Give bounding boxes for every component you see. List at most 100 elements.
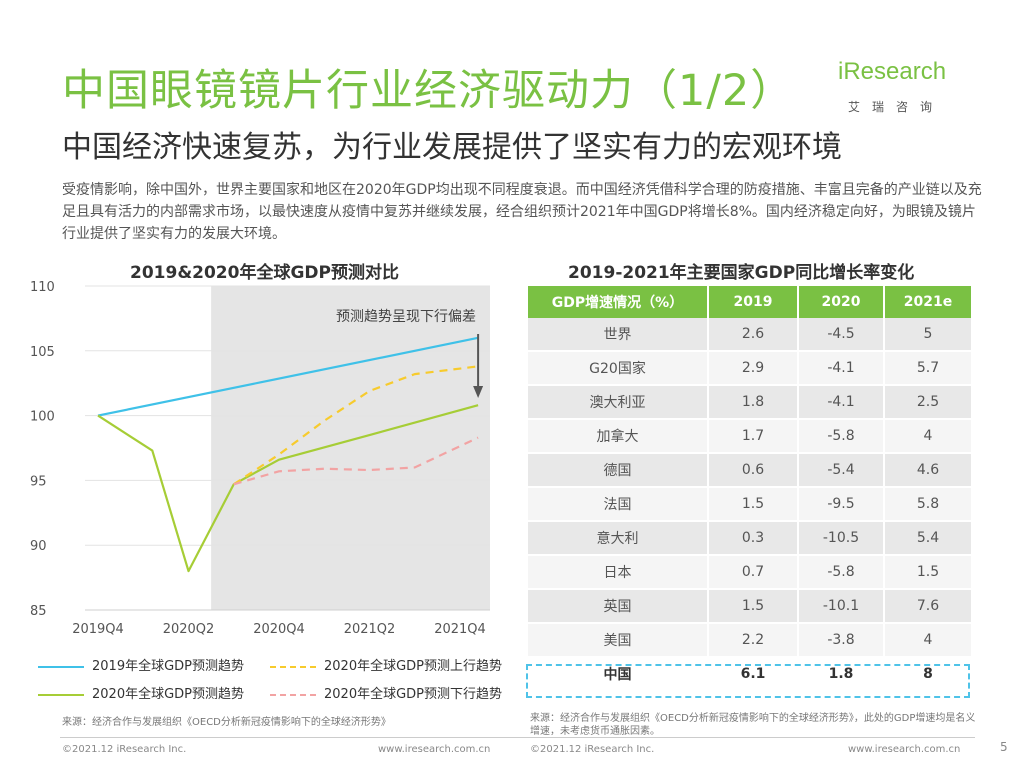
y-tick-label: 95 [30, 474, 47, 489]
gdp-growth-table: GDP增速情况（%） 2019 2020 2021e 世界 2.6 -4.5 5 G20… [528, 286, 973, 692]
table-cell-value: 5.4 [884, 521, 973, 556]
annotation-label: 预测趋势呈现下行偏差 [336, 309, 476, 325]
table-cell-region: 德国 [528, 453, 709, 488]
chart-title: 2019&2020年全球GDP预测对比 [130, 263, 399, 283]
table-cell-region: 加拿大 [528, 419, 709, 454]
table-header-cell: 2019 [708, 286, 799, 318]
gdp-forecast-chart: 85 90 95 100 105 110 2019Q4 2020Q2 2020Q4 2021Q2 2… [30, 280, 490, 637]
table-cell-value: 8 [884, 657, 973, 692]
table-cell-value: -10.5 [798, 521, 885, 556]
table-row: 英国 1.5 -10.1 7.6 [528, 589, 973, 624]
table-row: 意大利 0.3 -10.5 5.4 [528, 521, 973, 556]
table-cell-value: 0.6 [708, 453, 799, 488]
table-cell-value: 7.6 [884, 589, 973, 624]
table-row: 法国 1.5 -9.5 5.8 [528, 487, 973, 522]
table-source-note: 来源：经济合作与发展组织《OECD分析新冠疫情影响下的全球经济形势》，此处的GD… [530, 713, 976, 737]
legend-label: 2020年全球GDP预测上行趋势 [324, 659, 503, 674]
table-cell-value: -5.4 [798, 453, 885, 488]
table-cell-value: 1.5 [708, 589, 799, 624]
legend-swatch [38, 694, 84, 696]
footer-divider [60, 737, 975, 738]
table-cell-region: 法国 [528, 487, 709, 522]
x-tick-label: 2020Q4 [253, 622, 305, 637]
legend-swatch [38, 666, 84, 668]
forecast-shaded-region [211, 286, 490, 610]
x-tick-label: 2019Q4 [72, 622, 124, 637]
table-cell-value: 5 [884, 318, 973, 352]
page-number: 5 [1000, 740, 1008, 754]
table-cell-value: 1.5 [708, 487, 799, 522]
footer-url-right[interactable]: www.iresearch.com.cn [848, 744, 961, 755]
table-row: 加拿大 1.7 -5.8 4 [528, 419, 973, 454]
table-cell-value: 4.6 [884, 453, 973, 488]
series-line-3 [233, 436, 479, 486]
table-cell-value: 1.7 [708, 419, 799, 454]
table-cell-value: -5.8 [798, 555, 885, 590]
table-row: 德国 0.6 -5.4 4.6 [528, 453, 973, 488]
table-cell-value: -4.1 [798, 385, 885, 420]
table-header-cell: GDP增速情况（%） [528, 286, 709, 318]
logo-brand-text: iResearch [838, 58, 947, 85]
table-cell-region: 日本 [528, 555, 709, 590]
x-tick-label: 2021Q2 [344, 622, 396, 637]
table-header-cell: 2020 [798, 286, 885, 318]
table-cell-value: 5.7 [884, 351, 973, 386]
table-cell-value: 1.8 [708, 385, 799, 420]
table-cell-value: 4 [884, 623, 973, 658]
x-tick-label: 2021Q4 [434, 622, 486, 637]
page-title: 中国眼镜镜片行业经济驱动力（1/2） [62, 66, 795, 116]
chart-source-note: 来源：经济合作与发展组织《OECD分析新冠疫情影响下的全球经济形势》 [62, 717, 391, 728]
y-tick-label: 110 [30, 280, 55, 295]
table-row: G20国家 2.9 -4.1 5.7 [528, 351, 973, 386]
table-cell-value: 1.5 [884, 555, 973, 590]
legend-swatch [270, 694, 316, 696]
table-cell-region: 中国 [528, 657, 709, 692]
table-cell-value: -4.1 [798, 351, 885, 386]
table-cell-value: -5.8 [798, 419, 885, 454]
table-cell-value: 1.8 [798, 657, 885, 692]
table-cell-value: 2.5 [884, 385, 973, 420]
table-row: 澳大利亚 1.8 -4.1 2.5 [528, 385, 973, 420]
table-row-china: 中国 6.1 1.8 8 [528, 657, 973, 692]
table-cell-value: 0.3 [708, 521, 799, 556]
y-tick-label: 90 [30, 539, 47, 554]
table-row: 世界 2.6 -4.5 5 [528, 318, 973, 352]
table-cell-region: 美国 [528, 623, 709, 658]
legend-label: 2020年全球GDP预测趋势 [92, 687, 245, 702]
legend-label: 2019年全球GDP预测趋势 [92, 659, 245, 674]
table-row: 美国 2.2 -3.8 4 [528, 623, 973, 658]
table-cell-region: 世界 [528, 318, 709, 352]
table-cell-value: -10.1 [798, 589, 885, 624]
footer-copyright-left: ©2021.12 iResearch Inc. [62, 744, 187, 755]
table-cell-value: 2.9 [708, 351, 799, 386]
table-header-cell: 2021e [884, 286, 973, 318]
table-header-row: GDP增速情况（%） 2019 2020 2021e [528, 286, 973, 318]
table-row: 日本 0.7 -5.8 1.5 [528, 555, 973, 590]
table-cell-value: 2.6 [708, 318, 799, 352]
intro-paragraph: 受疫情影响，除中国外，世界主要国家和地区在2020年GDP均出现不同程度衰退。而… [62, 182, 982, 242]
table-cell-value: 4 [884, 419, 973, 454]
table-cell-region: 英国 [528, 589, 709, 624]
x-tick-label: 2020Q2 [163, 622, 215, 637]
y-tick-label: 85 [30, 604, 47, 619]
china-row-highlight [526, 664, 970, 698]
table-cell-value: -9.5 [798, 487, 885, 522]
footer-copyright-right: ©2021.12 iResearch Inc. [530, 744, 655, 755]
series-line-2 [233, 365, 479, 486]
y-tick-label: 100 [30, 410, 55, 425]
y-tick-label: 105 [30, 345, 55, 360]
annotation-arrow-head [473, 386, 484, 398]
table-cell-value: 6.1 [708, 657, 799, 692]
series-line-0 [97, 336, 479, 417]
table-cell-value: -3.8 [798, 623, 885, 658]
table-cell-value: 5.8 [884, 487, 973, 522]
table-cell-region: 澳大利亚 [528, 385, 709, 420]
page-subtitle: 中国经济快速复苏，为行业发展提供了坚实有力的宏观环境 [62, 130, 842, 165]
table-cell-region: G20国家 [528, 351, 709, 386]
legend-label: 2020年全球GDP预测下行趋势 [324, 687, 503, 702]
table-cell-value: 0.7 [708, 555, 799, 590]
footer-url-left[interactable]: www.iresearch.com.cn [378, 744, 491, 755]
legend-swatch [270, 666, 316, 668]
iresearch-logo: iResearch 艾瑞咨询 [838, 58, 978, 114]
logo-chinese-text: 艾瑞咨询 [848, 100, 945, 114]
